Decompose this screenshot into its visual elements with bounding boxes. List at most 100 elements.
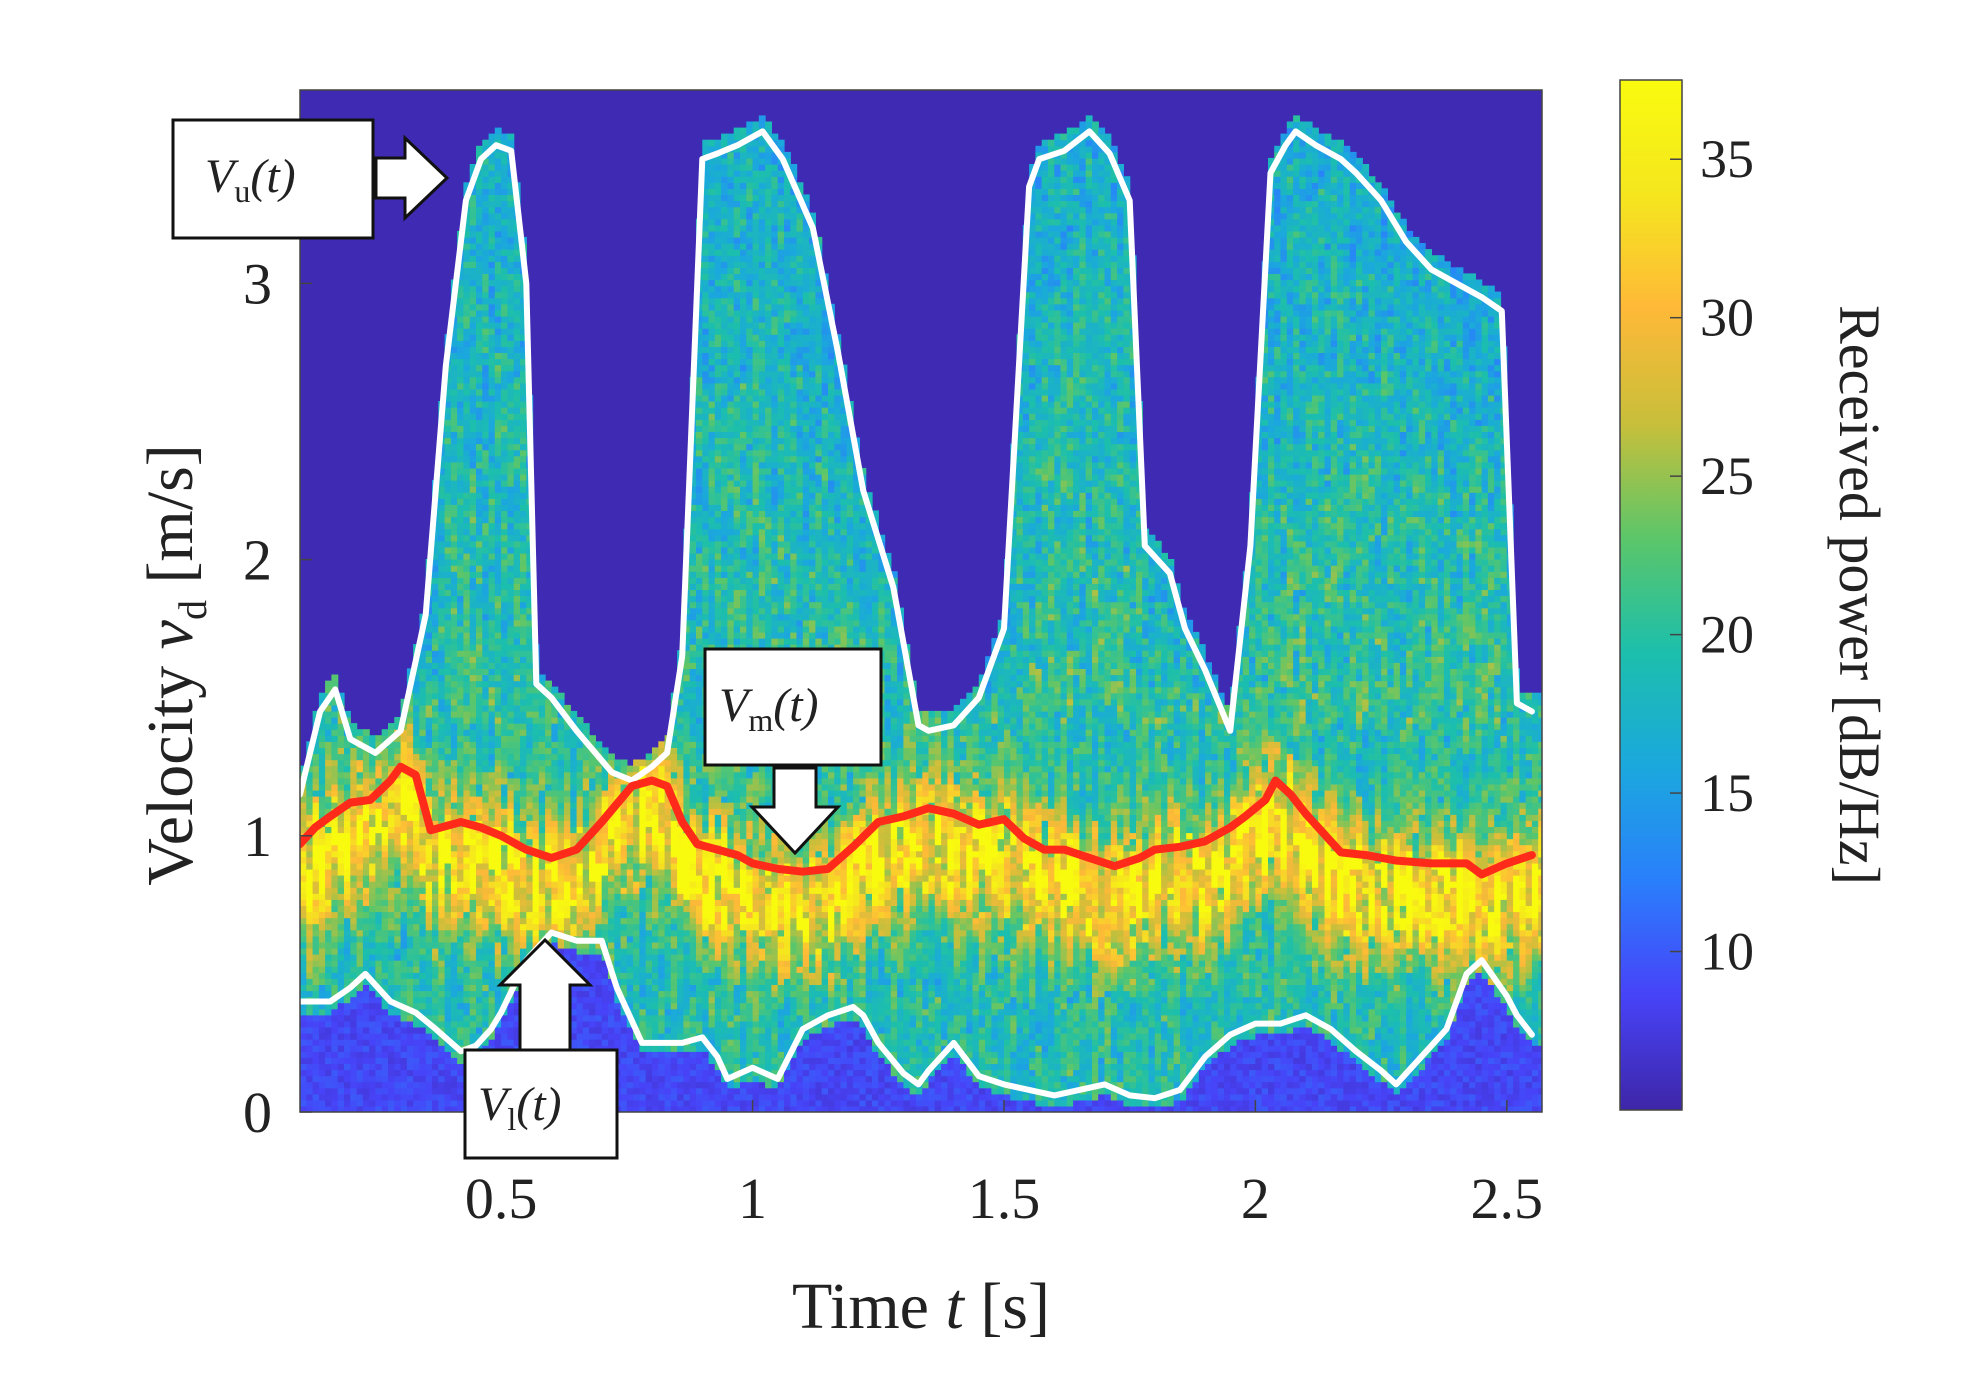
heatmap-cell [400,850,408,858]
heatmap-cell [356,893,364,900]
heatmap-cell [306,808,314,815]
heatmap-cell [608,929,615,937]
heatmap-cell [381,771,389,779]
heatmap-cell [626,917,634,925]
heatmap-cell [494,279,502,287]
heatmap-cell [331,1014,339,1022]
heatmap-cell [507,577,515,584]
heatmap-cell [394,1081,402,1089]
heatmap-cell [350,923,358,931]
heatmap-cell [639,796,647,803]
heatmap-cell [557,771,565,779]
heatmap-cell [337,1051,345,1058]
heatmap-cell [614,1026,622,1034]
heatmap-cell [507,960,515,967]
heatmap-cell [413,1063,420,1071]
heatmap-cell [482,346,490,353]
heatmap-cell [306,1008,314,1016]
heatmap-cell [576,881,584,888]
heatmap-cell [413,935,420,943]
heatmap-cell [494,917,502,925]
heatmap-cell [438,674,446,682]
heatmap-cell [463,954,471,961]
heatmap-cell [463,1014,471,1022]
heatmap-cell [356,783,364,791]
heatmap-cell [344,911,351,919]
heatmap-cell [488,340,496,347]
heatmap-cell [438,881,446,888]
heatmap-cell [526,540,534,548]
heatmap-cell [432,1045,439,1052]
heatmap-cell [350,771,358,779]
heatmap-cell [538,875,546,882]
heatmap-cell [639,990,647,998]
heatmap-cell [362,990,370,998]
heatmap-cell [488,370,496,378]
heatmap-cell [381,881,389,888]
heatmap-cell [614,905,622,913]
heatmap-cell [450,382,458,390]
heatmap-cell [601,960,609,967]
heatmap-cell [532,838,540,846]
heatmap-cell [469,486,477,493]
heatmap-cell [520,364,527,372]
heatmap-cell [469,419,477,426]
heatmap-cell [488,504,496,511]
heatmap-cell [488,613,496,621]
heatmap-cell [394,1008,402,1016]
heatmap-cell [532,704,540,712]
heatmap-cell [469,218,477,226]
heatmap-cell [488,619,496,627]
heatmap-cell [337,984,345,992]
heatmap-cell [507,394,515,402]
heatmap-cell [362,978,370,985]
heatmap-cell [469,230,477,238]
heatmap-cell [457,826,464,834]
heatmap-cell [626,911,634,919]
heatmap-cell [501,662,508,669]
heatmap-cell [419,856,427,864]
heatmap-cell [601,826,609,834]
heatmap-cell [312,1081,320,1089]
heatmap-cell [469,303,477,311]
heatmap-cell [488,328,496,335]
heatmap-cell [639,875,647,882]
heatmap-cell [438,516,446,524]
heatmap-cell [400,844,408,852]
heatmap-cell [501,960,508,967]
heatmap-cell [501,941,508,949]
heatmap-cell [438,522,446,530]
heatmap-cell [620,1008,628,1016]
heatmap-cell [476,832,483,840]
heatmap-cell [601,984,609,992]
heatmap-cell [476,388,483,396]
heatmap-cell [501,492,508,499]
heatmap-cell [438,759,446,767]
heatmap-cell [438,571,446,578]
heatmap-cell [457,546,464,554]
heatmap-cell [450,407,458,414]
heatmap-cell [639,759,647,767]
heatmap-cell [350,814,358,821]
heatmap-cell [325,765,332,773]
heatmap-cell [494,765,502,773]
heatmap-cell [300,1002,307,1010]
heatmap-cell [476,954,483,961]
heatmap-cell [614,893,622,900]
heatmap-cell [375,826,383,834]
heatmap-cell [457,1057,464,1064]
heatmap-cell [507,249,515,256]
heatmap-cell [318,692,326,700]
heatmap-cell [400,929,408,937]
heatmap-cell [494,394,502,402]
heatmap-cell [457,480,464,487]
heatmap-cell [438,1045,446,1052]
heatmap-cell [538,893,546,900]
heatmap-cell [406,735,414,742]
heatmap-cell [538,704,546,712]
heatmap-cell [570,802,578,809]
heatmap-cell [413,826,420,834]
heatmap-cell [507,844,515,852]
heatmap-cell [501,522,508,530]
heatmap-cell [444,656,452,663]
